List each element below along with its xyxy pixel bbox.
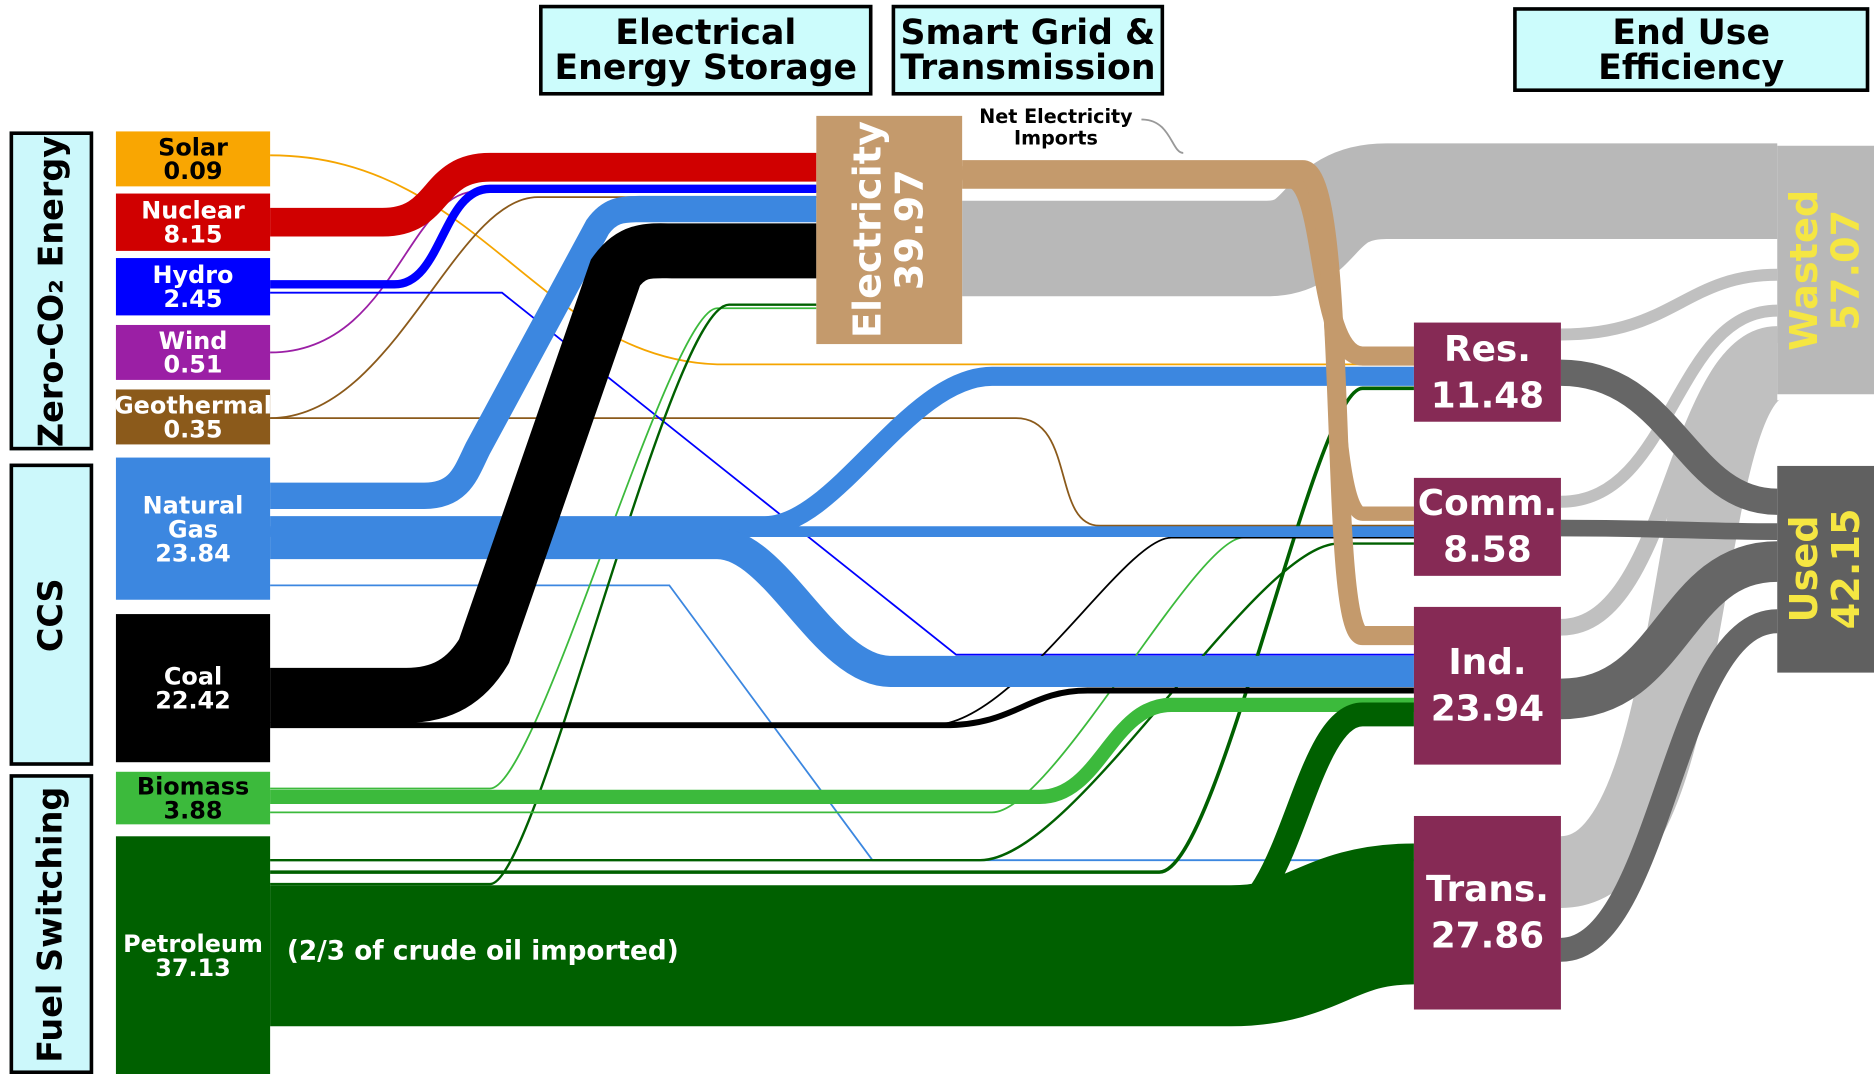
label: Solar bbox=[158, 132, 228, 162]
sector-node: Res. 11.48 bbox=[1413, 322, 1561, 422]
value: 0.51 bbox=[163, 350, 223, 379]
value: 11.48 bbox=[1430, 374, 1545, 417]
label: Comm. bbox=[1417, 482, 1558, 525]
label: Petroleum bbox=[123, 928, 263, 958]
label: Nuclear bbox=[141, 195, 245, 225]
label: Wasted bbox=[1781, 189, 1827, 351]
outcome-node: Wasted 57.07 bbox=[1777, 145, 1874, 395]
source-node: Natural Gas 23.84 bbox=[115, 457, 271, 600]
source-node: Wind 0.51 bbox=[115, 324, 271, 380]
value: 8.15 bbox=[163, 219, 223, 249]
source-node: Nuclear 8.15 bbox=[115, 193, 271, 251]
annotation: Net Electricity Imports bbox=[975, 106, 1137, 149]
value: 57.07 bbox=[1823, 209, 1869, 331]
header-label: End Use Efficiency bbox=[1598, 11, 1785, 87]
value: 0.35 bbox=[163, 414, 223, 444]
flow bbox=[270, 291, 1414, 656]
flow bbox=[932, 536, 1414, 727]
flow bbox=[1560, 519, 1778, 541]
category-box: Fuel Switching bbox=[9, 774, 94, 1074]
flow bbox=[270, 843, 1416, 1027]
sector-node: Ind. 23.94 bbox=[1413, 606, 1561, 765]
label: Ind. bbox=[1448, 641, 1527, 684]
category-box: CCS bbox=[9, 463, 94, 766]
label: Geothermal bbox=[114, 390, 273, 420]
flow bbox=[270, 366, 1414, 536]
annotation: (2/3 of crude oil imported) bbox=[286, 936, 679, 967]
flow bbox=[270, 528, 1414, 687]
flow bbox=[1217, 702, 1414, 932]
header: End Use Efficiency bbox=[1513, 7, 1870, 92]
label: Trans. bbox=[1425, 868, 1549, 911]
sector-node: Comm. 8.58 bbox=[1413, 477, 1561, 576]
label: Used bbox=[1781, 515, 1827, 623]
category-box: Zero-CO₂ Energy bbox=[9, 131, 94, 451]
label: Coal bbox=[163, 661, 223, 691]
value: 39.97 bbox=[886, 169, 933, 291]
source-node: Biomass 3.88 bbox=[115, 771, 271, 825]
header: Electrical Energy Storage bbox=[539, 4, 873, 96]
label: Res. bbox=[1443, 327, 1531, 370]
value: 2.45 bbox=[163, 284, 223, 314]
flow bbox=[1560, 268, 1778, 341]
flow bbox=[962, 143, 1778, 297]
value: 22.42 bbox=[155, 685, 231, 715]
source-node: Hydro 2.45 bbox=[115, 258, 271, 316]
source-node: Solar 0.09 bbox=[115, 131, 271, 187]
label: Natural Gas bbox=[142, 490, 244, 543]
category-label: Fuel Switching bbox=[31, 786, 71, 1063]
value: 0.09 bbox=[163, 156, 223, 186]
flow bbox=[270, 417, 1414, 527]
flow bbox=[270, 195, 817, 509]
flow bbox=[1559, 609, 1779, 962]
category-label: CCS bbox=[31, 577, 71, 652]
flow bbox=[270, 223, 817, 723]
flow bbox=[270, 196, 817, 420]
source-node: Petroleum 37.13 bbox=[115, 836, 271, 1074]
value: 27.86 bbox=[1430, 915, 1545, 957]
flow bbox=[962, 160, 1414, 646]
flow bbox=[270, 152, 817, 237]
flow bbox=[270, 184, 817, 289]
label: Electricity bbox=[844, 121, 891, 339]
flow bbox=[270, 303, 817, 886]
source-node: Geothermal 0.35 bbox=[114, 389, 273, 445]
value: 23.84 bbox=[155, 538, 231, 567]
category-label: Zero-CO₂ Energy bbox=[31, 135, 71, 447]
flow bbox=[270, 190, 817, 354]
header: Smart Grid & Transmission bbox=[891, 4, 1165, 96]
label: Biomass bbox=[136, 771, 250, 801]
flow bbox=[1560, 359, 1778, 515]
value: 42.15 bbox=[1823, 508, 1869, 630]
value: 8.58 bbox=[1443, 529, 1532, 572]
label: Wind bbox=[158, 326, 228, 355]
hub-node: Electricity 39.97 bbox=[816, 115, 963, 345]
value: 3.88 bbox=[163, 795, 223, 825]
flow bbox=[270, 154, 1414, 366]
header-label: Smart Grid & Transmission bbox=[900, 11, 1156, 88]
flow bbox=[270, 687, 1414, 729]
source-node: Coal 22.42 bbox=[115, 614, 271, 763]
label: Hydro bbox=[152, 260, 234, 290]
sector-node: Trans. 27.86 bbox=[1413, 815, 1561, 1010]
flow bbox=[1560, 304, 1778, 508]
header-label: Electrical Energy Storage bbox=[554, 11, 858, 88]
value: 37.13 bbox=[155, 952, 231, 982]
flow bbox=[270, 697, 1414, 805]
flow bbox=[1141, 118, 1184, 154]
flow bbox=[1559, 541, 1779, 720]
value: 23.94 bbox=[1430, 688, 1545, 730]
outcome-node: Used 42.15 bbox=[1777, 465, 1874, 673]
